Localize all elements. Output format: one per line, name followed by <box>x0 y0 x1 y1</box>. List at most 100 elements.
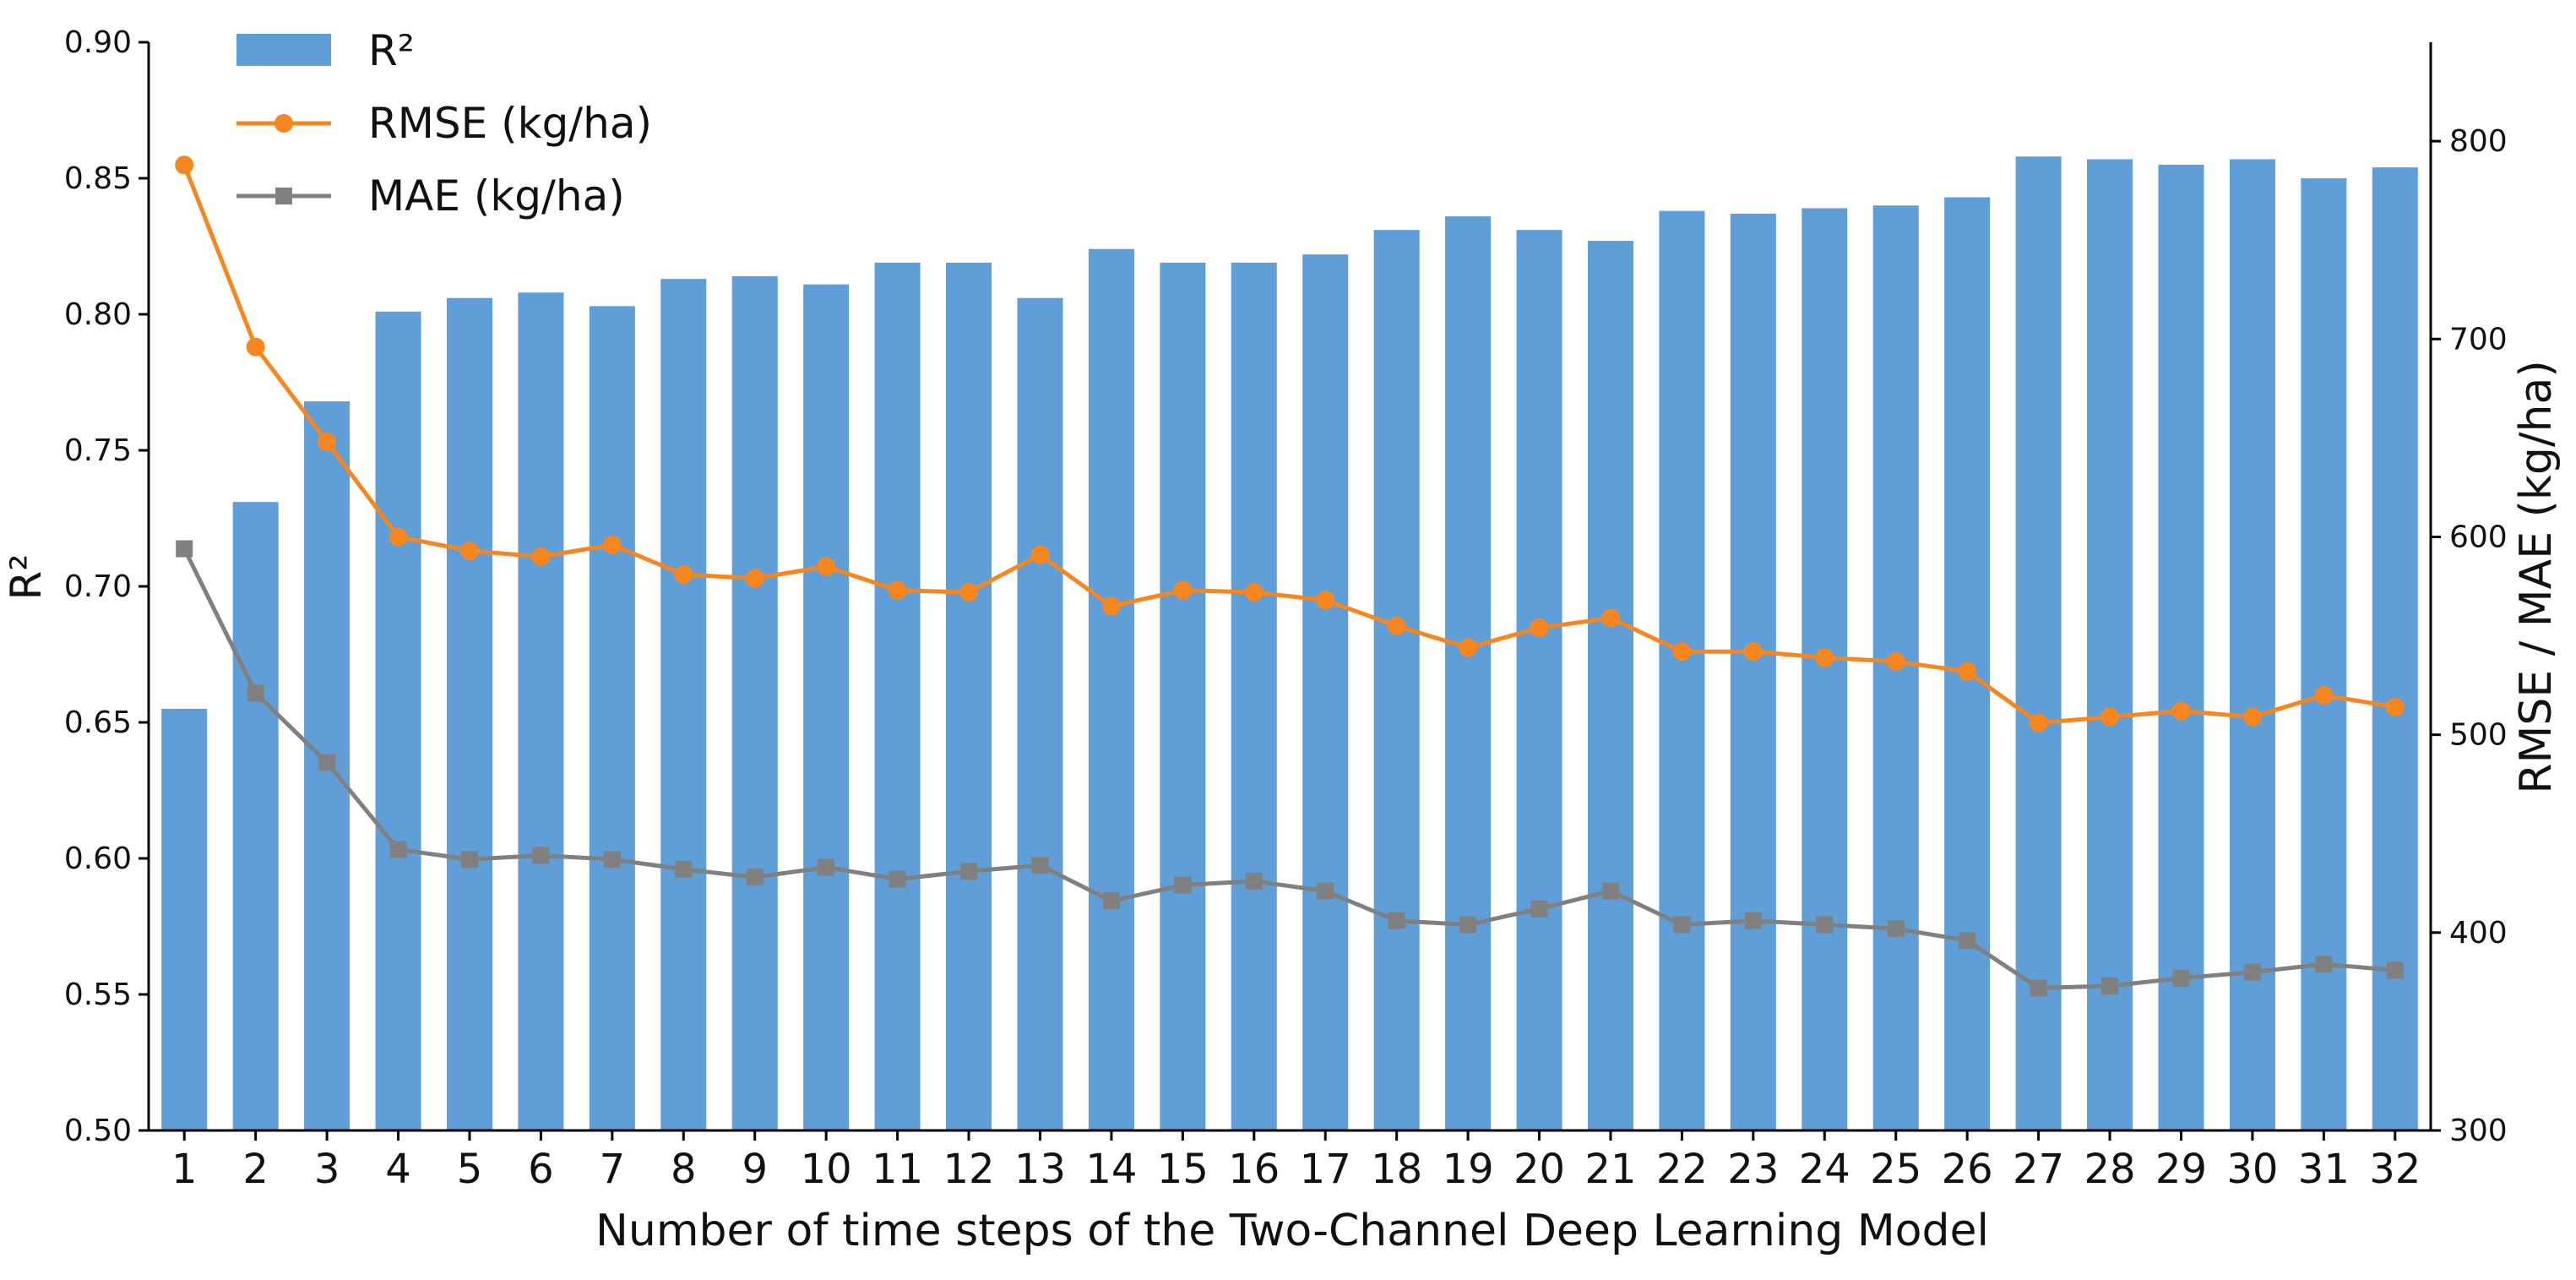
point-mae-18 <box>1388 912 1405 929</box>
tick-label-x: 1 <box>171 1146 198 1193</box>
tick-label-x: 30 <box>2226 1146 2278 1193</box>
tick-label-x: 15 <box>1157 1146 1209 1193</box>
point-rmse-20 <box>1530 618 1549 638</box>
bar-r2-13 <box>1017 297 1063 1130</box>
bar-r2-14 <box>1088 248 1134 1131</box>
point-mae-3 <box>318 754 336 771</box>
point-rmse-19 <box>1459 638 1478 657</box>
legend-label-rmse: RMSE (kg/ha) <box>368 99 652 148</box>
tick-label-x: 14 <box>1085 1146 1137 1193</box>
series-line-mae <box>182 547 2395 990</box>
tick-label-x: 3 <box>314 1146 340 1193</box>
point-rmse-24 <box>1815 648 1834 667</box>
tick-label-x: 2 <box>242 1146 269 1193</box>
tick-label-x: 5 <box>457 1146 483 1193</box>
tick-label-x: 21 <box>1584 1146 1636 1193</box>
tick-label-x: 31 <box>2298 1146 2350 1193</box>
point-mae-20 <box>1530 900 1548 918</box>
tick-label-left: 0.55 <box>64 978 132 1012</box>
point-rmse-11 <box>888 580 907 600</box>
point-rmse-10 <box>817 557 836 576</box>
bar-r2-32 <box>2372 167 2418 1130</box>
point-mae-29 <box>2172 969 2190 987</box>
point-rmse-25 <box>1886 651 1905 671</box>
tick-label-x: 32 <box>2369 1146 2421 1193</box>
bar-r2-18 <box>1373 230 1420 1131</box>
bar-r2-6 <box>518 292 564 1130</box>
tick-label-x: 18 <box>1371 1146 1422 1193</box>
tick-label-x: 23 <box>1727 1146 1779 1193</box>
tick-label-x: 4 <box>385 1146 411 1193</box>
point-mae-30 <box>2243 963 2261 981</box>
point-mae-26 <box>1959 932 1976 950</box>
tick-label-right: 500 <box>2449 718 2508 753</box>
point-mae-16 <box>1245 872 1263 890</box>
point-rmse-9 <box>745 569 764 588</box>
point-mae-13 <box>1031 857 1049 874</box>
point-rmse-18 <box>1387 616 1406 635</box>
legend-marker-rmse <box>274 114 293 133</box>
point-rmse-30 <box>2242 707 2262 727</box>
point-rmse-21 <box>1600 608 1620 628</box>
bar-r2-29 <box>2158 164 2204 1130</box>
bar-r2-30 <box>2229 159 2275 1131</box>
tick-label-x: 8 <box>671 1146 697 1193</box>
point-rmse-3 <box>318 433 337 452</box>
bar-r2-24 <box>1802 208 1848 1130</box>
point-rmse-6 <box>531 547 551 566</box>
legend-label-r2: R² <box>368 26 415 75</box>
legend-swatch-r2 <box>236 34 331 66</box>
tick-label-left: 0.90 <box>64 25 132 60</box>
bar-r2-4 <box>375 311 421 1130</box>
tick-label-right: 300 <box>2449 1114 2508 1148</box>
point-rmse-28 <box>2100 707 2120 727</box>
tick-label-x: 26 <box>1942 1146 1993 1193</box>
point-mae-9 <box>746 869 764 886</box>
tick-label-left: 0.85 <box>64 161 132 196</box>
point-rmse-12 <box>959 583 979 602</box>
point-mae-5 <box>460 851 478 869</box>
tick-label-x: 20 <box>1514 1146 1565 1193</box>
bar-r2-31 <box>2301 178 2347 1130</box>
point-mae-12 <box>960 863 978 880</box>
tick-label-x: 25 <box>1870 1146 1921 1193</box>
tick-label-x: 24 <box>1799 1146 1850 1193</box>
bar-r2-17 <box>1302 254 1349 1130</box>
point-rmse-7 <box>602 535 622 554</box>
point-rmse-13 <box>1030 545 1050 564</box>
tick-label-x: 22 <box>1656 1146 1708 1193</box>
tick-label-x: 12 <box>943 1146 994 1193</box>
point-rmse-22 <box>1672 642 1692 662</box>
bar-r2-19 <box>1445 216 1492 1131</box>
point-rmse-16 <box>1244 583 1264 602</box>
point-rmse-2 <box>246 337 265 357</box>
bar-r2-22 <box>1659 210 1705 1130</box>
r2-bars <box>161 156 2418 1131</box>
point-mae-21 <box>1601 882 1619 900</box>
bar-r2-9 <box>731 275 778 1130</box>
point-mae-14 <box>1102 892 1120 910</box>
point-mae-2 <box>247 684 264 702</box>
tick-label-left: 0.80 <box>64 297 132 332</box>
tick-label-right: 800 <box>2449 124 2508 159</box>
bar-r2-11 <box>874 262 921 1130</box>
legend-label-mae: MAE (kg/ha) <box>368 172 625 221</box>
tick-label-x: 13 <box>1014 1146 1066 1193</box>
point-mae-11 <box>889 870 906 888</box>
bar-r2-27 <box>2015 156 2062 1131</box>
point-mae-7 <box>603 851 621 869</box>
tick-label-right: 600 <box>2449 520 2508 554</box>
y-axis-right-title: RMSE / MAE (kg/ha) <box>2511 360 2562 793</box>
tick-label-x: 16 <box>1228 1146 1280 1193</box>
point-rmse-4 <box>389 527 408 547</box>
bar-r2-28 <box>2087 159 2133 1131</box>
tick-label-x: 7 <box>600 1146 626 1193</box>
point-mae-19 <box>1459 916 1477 934</box>
tick-label-x: 17 <box>1300 1146 1351 1193</box>
point-mae-32 <box>2386 961 2404 979</box>
point-mae-24 <box>1816 916 1834 934</box>
point-mae-10 <box>818 858 835 876</box>
point-rmse-14 <box>1101 596 1121 616</box>
point-mae-31 <box>2315 956 2333 973</box>
